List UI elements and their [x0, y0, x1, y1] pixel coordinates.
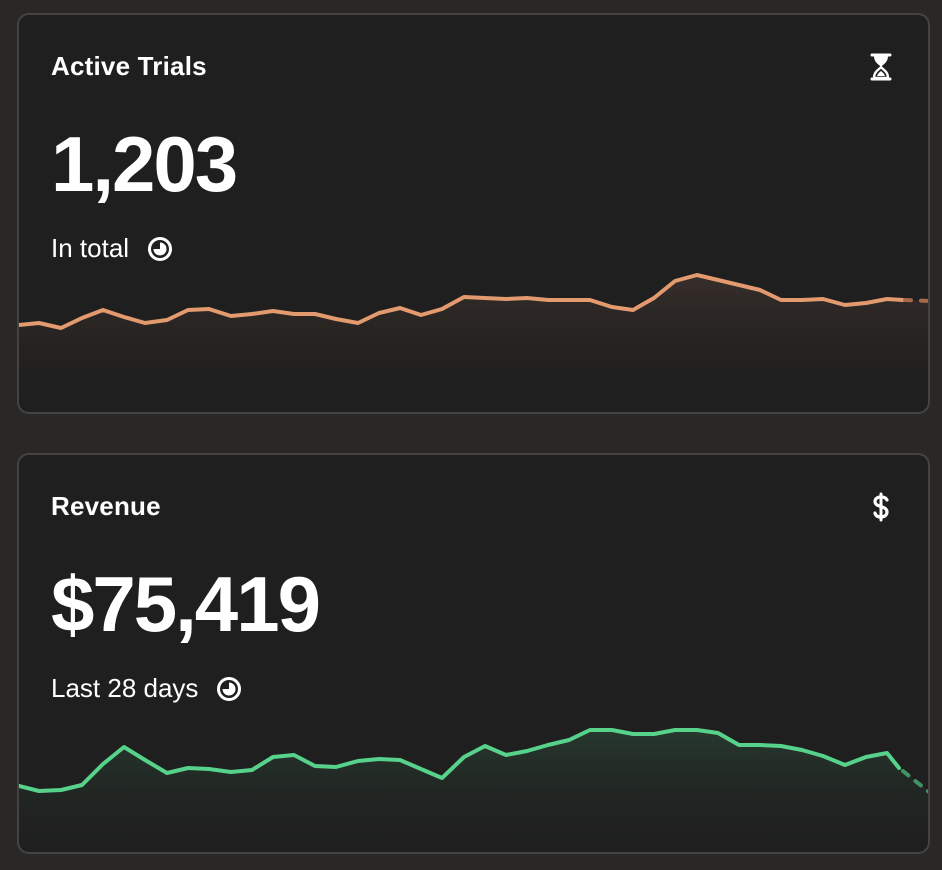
- active-trials-sparkline: [19, 273, 928, 412]
- card-title: Revenue: [51, 491, 161, 521]
- caption-text: Last 28 days: [51, 673, 199, 703]
- sparkline-area: [19, 275, 928, 412]
- hourglass-icon: [868, 51, 894, 83]
- card-title: Active Trials: [51, 51, 207, 81]
- revenue-card: Revenue $75,419 Last 28 days: [17, 453, 930, 854]
- sparkline-line: [19, 273, 905, 330]
- caption-row: In total: [51, 233, 173, 264]
- caption-row: Last 28 days: [51, 673, 242, 704]
- sparkline-line: [19, 728, 901, 793]
- revenue-sparkline: [19, 728, 928, 852]
- clock-icon[interactable]: [147, 236, 173, 262]
- sparkline-projection: [901, 769, 928, 794]
- dollar-icon: [868, 491, 894, 523]
- active-trials-value: 1,203: [51, 120, 238, 208]
- revenue-value: $75,419: [51, 560, 321, 648]
- sparkline-projection: [903, 298, 928, 303]
- caption-text: In total: [51, 233, 130, 263]
- active-trials-card: Active Trials 1,203 In total: [17, 13, 930, 414]
- sparkline-area: [19, 730, 928, 852]
- clock-icon[interactable]: [216, 676, 242, 702]
